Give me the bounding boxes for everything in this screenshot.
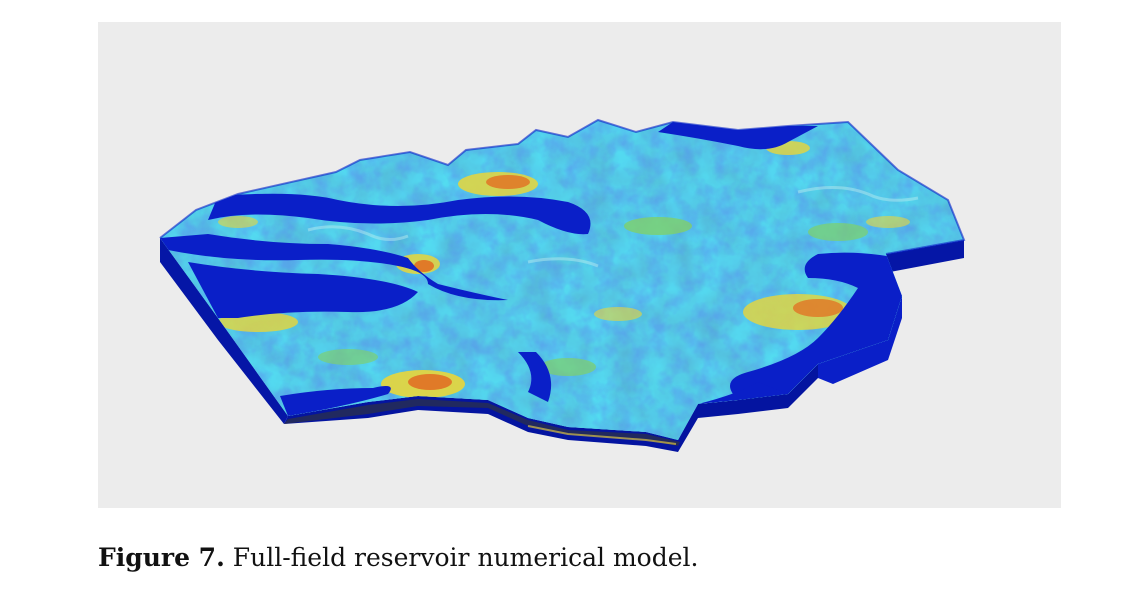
reservoir-model-render bbox=[159, 118, 966, 452]
high-value-patches bbox=[218, 141, 910, 398]
figure-caption: Figure 7. Full-field reservoir numerical… bbox=[98, 538, 1058, 578]
reservoir-model-figure bbox=[98, 22, 1061, 508]
figure-caption-label: Figure 7. bbox=[98, 543, 225, 572]
channel-regions bbox=[160, 122, 902, 416]
model-side-walls bbox=[160, 238, 964, 452]
figure-caption-text: Full-field reservoir numerical model. bbox=[232, 543, 699, 572]
surface-ridges bbox=[307, 185, 919, 268]
surface-edge bbox=[159, 118, 966, 255]
